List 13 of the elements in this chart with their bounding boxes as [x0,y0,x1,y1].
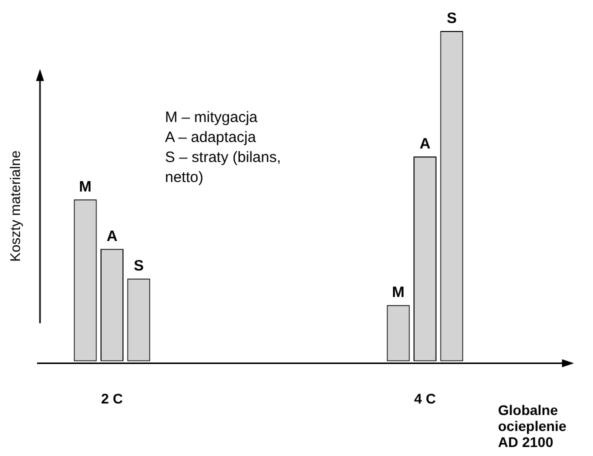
text: M [392,284,405,302]
text: A [420,135,430,152]
text: S [446,10,457,27]
x-tick-label: 2 C [101,390,123,406]
series-label: M [79,178,92,196]
x-axis-title: Globalne ocieplenie AD 2100 [498,402,568,450]
series-label: A [106,228,118,245]
annotation: S – straty (bilans, netto) [165,148,282,188]
x-tick-label: 4 C [414,390,436,406]
annotation: M – mitygacja [165,108,259,128]
y-axis-title: Koszty materialne [7,150,23,262]
series-label: S [134,258,144,275]
annotation: A – adaptacja [165,128,257,148]
